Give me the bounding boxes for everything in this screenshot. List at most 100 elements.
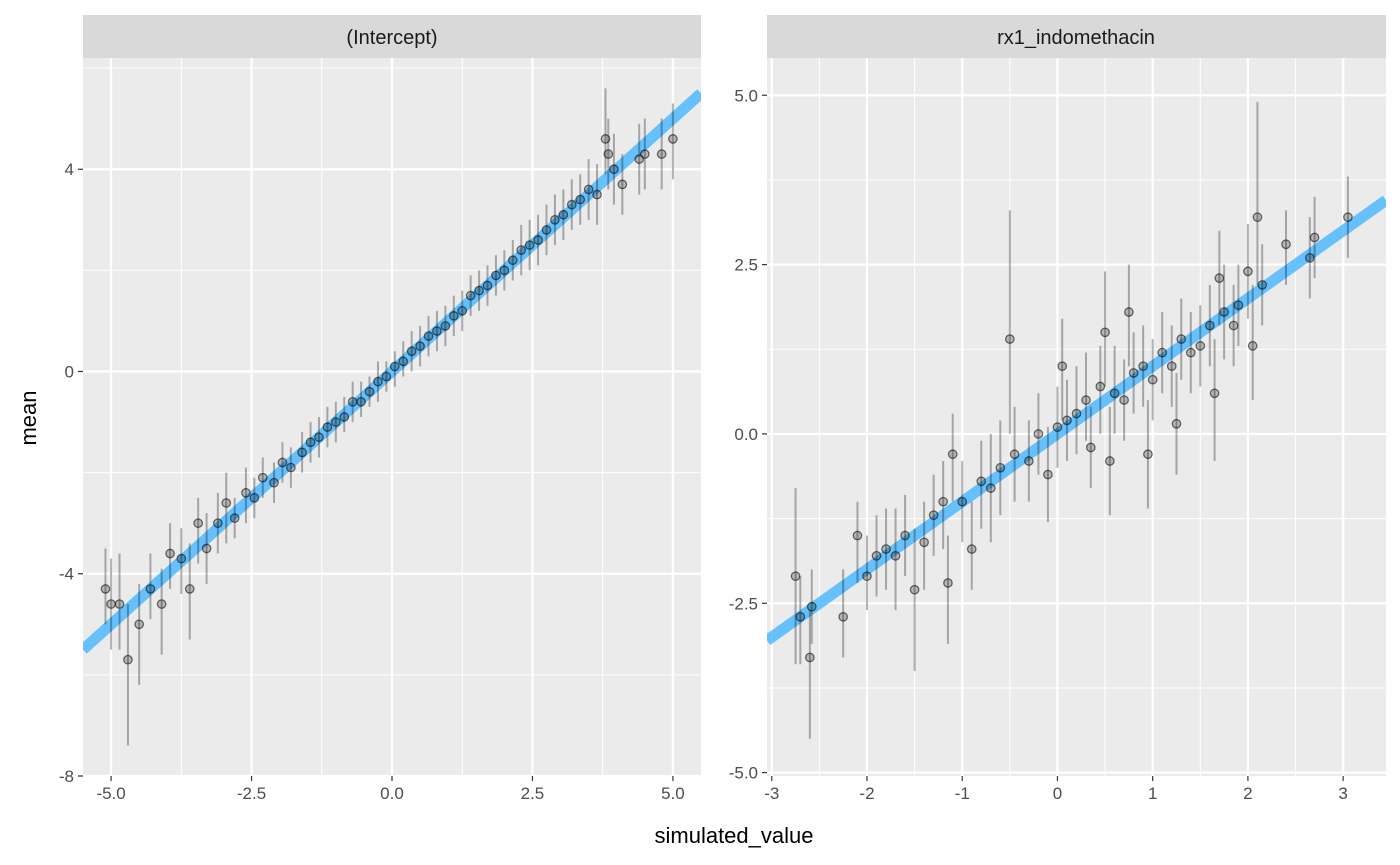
data-point [277,457,288,468]
data-point [1124,307,1134,317]
x-axis-rx1-indomethacin: -3 -2 -1 0 1 2 3 [764,776,1348,803]
data-point [550,214,560,225]
data-point [1104,456,1115,466]
data-point [852,530,863,541]
data-point [1085,442,1096,453]
data-point [909,584,920,595]
data-point [524,240,535,250]
data-point [919,537,929,548]
data-point [1343,212,1353,223]
x-tick-label: 2.5 [521,784,545,803]
data-point [269,477,279,488]
data-point [330,417,341,427]
y-tick-label: -8 [59,767,74,786]
data-point [499,265,510,276]
data-point [806,601,817,612]
data-point [1243,266,1253,277]
data-point [617,179,628,190]
y-tick-label: 0 [65,362,74,381]
data-point [465,290,476,301]
data-point [603,149,614,159]
data-point [1195,341,1206,351]
data-point [639,149,650,159]
data-point [389,361,400,372]
gridlines-rx1-indomethacin [767,58,1386,776]
data-point [583,184,594,195]
data-point [790,571,801,582]
data-point [1247,341,1258,351]
y-tick-label: -5.0 [729,764,758,783]
data-point [558,209,569,220]
y-axis-title: mean [16,390,41,445]
data-point [871,551,882,561]
data-point [356,396,366,407]
points-rx1-indomethacin [790,102,1353,739]
strip-label-intercept: (Intercept) [346,27,437,49]
x-tick-label: 5.0 [661,784,685,803]
data-point [1109,388,1120,399]
data-point [373,376,383,387]
data-point [541,225,552,235]
data-point [106,599,116,609]
data-point [947,449,958,460]
y-tick-label: 5.0 [734,86,758,105]
data-point [862,571,872,582]
data-point [457,305,468,316]
x-tick-label: -5.0 [96,784,125,803]
data-point [805,652,815,663]
data-point [533,235,543,245]
data-point [966,544,977,554]
data-point [1004,334,1015,344]
data-point [1052,422,1063,433]
x-tick-label: 0.0 [380,784,404,803]
data-point [249,493,260,503]
data-point [938,496,949,507]
data-point [656,149,667,159]
data-point [1095,381,1106,392]
data-point [156,599,167,609]
x-tick-label: 1 [1148,784,1157,803]
data-point [1281,239,1291,250]
data-point [347,396,358,407]
data-point [314,432,324,443]
data-point [795,611,806,622]
data-point [165,548,175,559]
data-point [1309,232,1320,243]
data-point [1214,273,1225,283]
x-tick-label: 3 [1338,784,1347,803]
fit-line-intercept [83,89,701,654]
x-tick-label: -2 [859,784,874,803]
data-point [1138,361,1149,372]
data-point [212,518,223,529]
data-point [890,551,901,561]
strip-rx1-indomethacin [767,15,1386,58]
data-point [201,543,212,554]
data-point [1062,415,1072,426]
y-tick-label: -4 [59,565,74,584]
panel-intercept: (Intercept) -5.0 -2.5 0.0 2.5 5.0 -8 -4 0 4 [59,15,701,803]
data-point [1219,307,1229,317]
data-point [1057,361,1068,372]
data-point [1166,361,1177,372]
data-point [838,611,849,622]
data-point [100,584,111,594]
data-point [322,422,333,432]
data-point [1209,388,1220,399]
data-point [123,654,133,665]
data-point [1147,374,1158,385]
strip-label-rx1-indomethacin: rx1_indomethacin [997,27,1155,49]
data-point [1143,449,1153,460]
data-point [566,199,577,210]
data-point [592,189,602,200]
strip-intercept [83,15,701,58]
data-point [1185,347,1196,358]
data-point [1233,300,1244,311]
x-tick-label: -2.5 [237,784,266,803]
data-point [1257,280,1268,290]
data-point [928,510,939,521]
data-point [114,599,125,609]
data-point [881,544,891,554]
y-tick-label: 0.0 [734,425,758,444]
y-axis-intercept: -8 -4 0 4 [59,160,83,786]
